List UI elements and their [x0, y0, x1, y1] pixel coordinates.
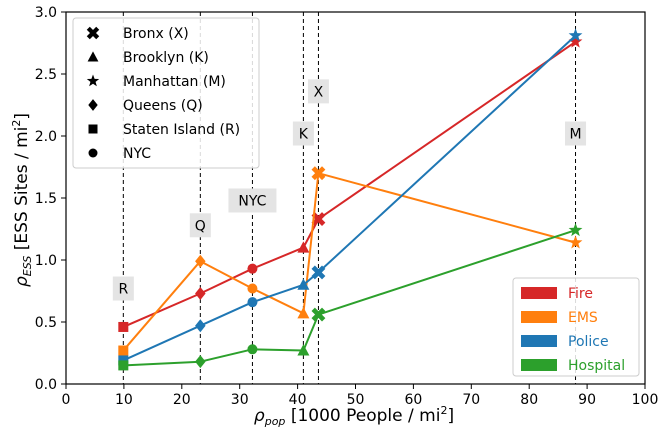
- point-police-circle: [247, 297, 258, 308]
- point-fire-x: [311, 212, 326, 227]
- borough-label-box-m: [565, 121, 587, 146]
- legend-swatch-hospital: [521, 359, 557, 371]
- x-tick-label: 20: [173, 392, 191, 408]
- marker-legend-label: Bronx (X): [123, 26, 189, 42]
- point-fire-diamond: [195, 286, 206, 300]
- x-tick-label: 70: [462, 392, 480, 408]
- legend-marker-x: [86, 26, 100, 40]
- legend-marker-triangle: [87, 51, 99, 62]
- point-hospital-x: [311, 307, 326, 322]
- point-ems-star: [568, 235, 583, 249]
- y-tick-label: 3.0: [35, 5, 57, 21]
- point-police-x: [311, 265, 326, 280]
- x-axis-label: ρpop [1000 People / mi2]: [254, 404, 454, 428]
- series-line-police: [122, 34, 577, 362]
- borough-label-x: X: [314, 84, 324, 100]
- y-tick-label: 0.0: [35, 377, 57, 393]
- marker-legend-label: Staten Island (R): [123, 122, 240, 138]
- series-legend-label-fire: Fire: [568, 286, 593, 302]
- borough-label-q: Q: [195, 218, 206, 234]
- series-legend-label-police: Police: [568, 334, 609, 350]
- point-fire-square: [118, 321, 129, 332]
- marker-legend-label: Brooklyn (K): [123, 50, 209, 66]
- y-tick-label: 1.0: [35, 253, 57, 269]
- y-tick-label: 2.0: [35, 129, 57, 145]
- y-tick-label: 1.5: [35, 191, 57, 207]
- x-tick-label: 100: [632, 392, 659, 408]
- x-tick-label: 80: [520, 392, 538, 408]
- borough-label-box-r: [112, 276, 134, 301]
- legend-marker-star: [86, 74, 100, 87]
- borough-label-nyc: NYC: [238, 193, 266, 209]
- marker-legend-label: NYC: [123, 146, 151, 162]
- x-tick-label: 10: [115, 392, 133, 408]
- series-legend-label-ems: EMS: [568, 310, 598, 326]
- point-police-triangle: [297, 278, 310, 290]
- point-police-star: [568, 28, 583, 42]
- borough-label-box-x: [307, 79, 329, 104]
- marker-legend-label: Queens (Q): [123, 98, 203, 114]
- legend-swatch-fire: [521, 287, 557, 299]
- series-legend: Fire EMS Police Hospital: [512, 277, 640, 377]
- borough-labels: R Q NYC K X M: [112, 79, 587, 301]
- point-fire-star: [568, 34, 583, 48]
- legend-swatch-ems: [521, 311, 557, 323]
- point-ems-x: [311, 166, 326, 181]
- series-group: [118, 28, 583, 371]
- legend-marker-square: [88, 124, 98, 134]
- marker-legend-frame: [72, 17, 260, 169]
- borough-label-m: M: [569, 127, 581, 143]
- point-hospital-circle: [247, 344, 258, 355]
- borough-label-r: R: [118, 282, 128, 298]
- series-legend-label-hospital: Hospital: [568, 358, 625, 374]
- point-ems-circle: [247, 283, 258, 294]
- legend-marker-circle: [88, 148, 98, 158]
- y-tick-label: 0.5: [35, 315, 57, 331]
- legend-marker-diamond: [88, 99, 98, 111]
- y-axis-label: ρESS [ESS Sites / mi2]: [10, 113, 34, 287]
- point-fire-circle: [247, 263, 258, 274]
- axes: 0 10 20 30 40 50 60 70 80 90 100 0.0 0.5 1.0 1.5 2.0 2.5…: [35, 5, 659, 408]
- legend-swatch-police: [521, 335, 557, 347]
- point-ems-square: [118, 345, 129, 356]
- x-tick-label: 90: [578, 392, 596, 408]
- borough-label-box-nyc: [228, 188, 277, 213]
- point-ems-triangle: [297, 307, 310, 319]
- x-tick-label: 0: [62, 392, 71, 408]
- borough-label-k: K: [299, 127, 309, 143]
- point-hospital-star: [568, 222, 583, 237]
- point-hospital-square: [118, 360, 129, 371]
- x-tick-label: 40: [289, 392, 307, 408]
- point-fire-triangle: [297, 241, 310, 253]
- series-line-ems: [122, 172, 576, 352]
- point-hospital-triangle: [297, 344, 310, 356]
- point-police-diamond: [195, 319, 206, 333]
- borough-label-box-k: [292, 121, 314, 146]
- series-legend-frame: [512, 277, 640, 377]
- series-line-hospital: [123, 229, 576, 367]
- x-tick-label: 60: [404, 392, 422, 408]
- borough-label-box-q: [189, 213, 211, 238]
- series-line-fire: [122, 40, 577, 328]
- point-ems-diamond: [195, 254, 206, 268]
- y-tick-label: 2.5: [35, 67, 57, 83]
- x-tick-label: 30: [231, 392, 249, 408]
- point-hospital-diamond: [195, 355, 206, 369]
- marker-legend-label: Manhattan (M): [123, 74, 226, 90]
- marker-legend: Bronx (X) Brooklyn (K) Manhattan (M) Queens…: [72, 17, 260, 169]
- x-tick-label: 50: [347, 392, 365, 408]
